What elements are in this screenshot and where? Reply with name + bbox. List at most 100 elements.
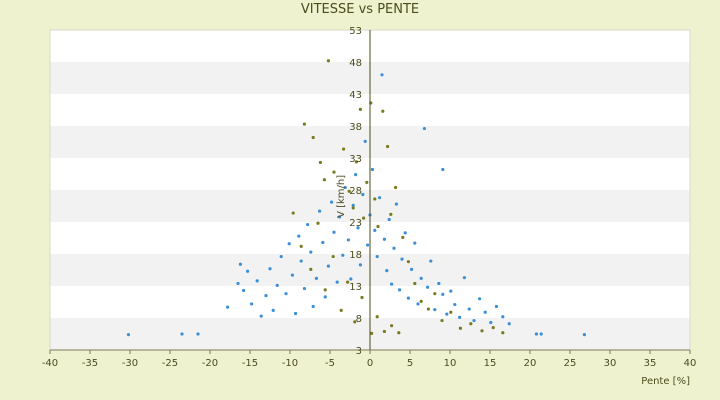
- y-tick-label: 23: [349, 218, 362, 229]
- data-point: [332, 170, 336, 174]
- data-point: [386, 144, 390, 149]
- x-tick-label: -25: [162, 358, 178, 369]
- data-point: [494, 304, 498, 309]
- data-point: [389, 212, 393, 216]
- data-point: [356, 226, 360, 230]
- data-point: [480, 329, 484, 333]
- data-point: [370, 167, 374, 172]
- data-point: [255, 279, 259, 283]
- data-point: [398, 288, 402, 292]
- data-point: [390, 324, 394, 328]
- data-point: [413, 241, 417, 245]
- data-point: [341, 253, 345, 257]
- x-tick-label: -10: [282, 358, 298, 369]
- data-point: [382, 237, 386, 241]
- data-point: [445, 312, 449, 316]
- data-point: [346, 238, 350, 242]
- data-point: [469, 322, 473, 326]
- data-point: [441, 292, 445, 296]
- y-tick-label: 33: [349, 154, 362, 165]
- data-point: [346, 280, 350, 284]
- data-point: [323, 288, 327, 292]
- data-point: [394, 202, 398, 206]
- data-point: [397, 331, 401, 335]
- data-point: [279, 254, 283, 259]
- data-point: [316, 221, 320, 225]
- y-tick-label: 3: [356, 346, 362, 357]
- y-axis-label: V [km/h]: [336, 175, 347, 218]
- data-point: [483, 310, 487, 314]
- y-tick-label: 18: [349, 250, 362, 261]
- data-point: [322, 178, 326, 182]
- data-point: [309, 250, 313, 254]
- x-tick-label: 15: [484, 358, 497, 369]
- data-point: [311, 304, 315, 309]
- data-point: [290, 273, 294, 277]
- y-tick-label: 13: [349, 282, 362, 293]
- x-tick-label: -35: [82, 358, 98, 369]
- data-point: [302, 286, 306, 291]
- data-point: [378, 196, 382, 200]
- data-point: [343, 185, 347, 190]
- data-point: [472, 318, 476, 323]
- data-point: [318, 160, 322, 165]
- data-point: [349, 277, 353, 281]
- data-point: [501, 331, 505, 335]
- data-point: [358, 107, 362, 111]
- x-tick-label: -30: [122, 358, 138, 369]
- data-point: [416, 302, 420, 306]
- data-point: [302, 122, 306, 126]
- data-point: [342, 147, 346, 151]
- data-point: [385, 269, 389, 273]
- x-tick-label: 30: [604, 358, 617, 369]
- data-point: [351, 206, 355, 210]
- data-point: [365, 180, 369, 184]
- data-point: [406, 296, 410, 300]
- data-point: [400, 257, 404, 261]
- x-axis-label: Pente [%]: [641, 376, 690, 387]
- data-point: [462, 276, 466, 280]
- data-point: [507, 322, 511, 326]
- data-point: [287, 242, 291, 246]
- data-point: [354, 160, 358, 164]
- data-point: [467, 307, 471, 311]
- data-point: [299, 244, 303, 248]
- x-tick-label: 35: [644, 358, 657, 369]
- data-point: [294, 311, 298, 316]
- data-point: [539, 332, 543, 336]
- data-point: [339, 308, 343, 312]
- data-point: [413, 281, 417, 286]
- data-point: [381, 109, 385, 113]
- data-point: [422, 126, 426, 131]
- data-point: [362, 216, 366, 220]
- data-point: [426, 307, 430, 311]
- data-point: [403, 231, 407, 235]
- data-point: [360, 295, 364, 300]
- data-point: [323, 295, 327, 299]
- data-point: [335, 280, 339, 284]
- y-tick-label: 43: [349, 90, 362, 101]
- data-point: [363, 139, 367, 143]
- data-point: [387, 217, 391, 222]
- data-point: [250, 302, 254, 306]
- data-point: [299, 259, 303, 263]
- x-tick-label: 5: [407, 358, 413, 369]
- data-point: [375, 315, 379, 319]
- x-tick-label: -20: [202, 358, 218, 369]
- data-point: [458, 315, 462, 319]
- data-point: [491, 326, 495, 330]
- data-point: [236, 281, 240, 286]
- data-point: [309, 267, 313, 271]
- data-point: [238, 262, 242, 266]
- data-point: [196, 332, 200, 336]
- data-point: [370, 331, 374, 335]
- chart-title: VITESSE vs PENTE: [300, 2, 420, 17]
- data-point: [326, 264, 330, 268]
- y-tick-label: 53: [349, 26, 362, 37]
- data-point: [297, 234, 301, 238]
- data-point: [246, 269, 250, 273]
- data-point: [440, 318, 444, 323]
- y-tick-label: 8: [356, 314, 362, 325]
- data-point: [426, 285, 430, 289]
- data-point: [441, 167, 445, 172]
